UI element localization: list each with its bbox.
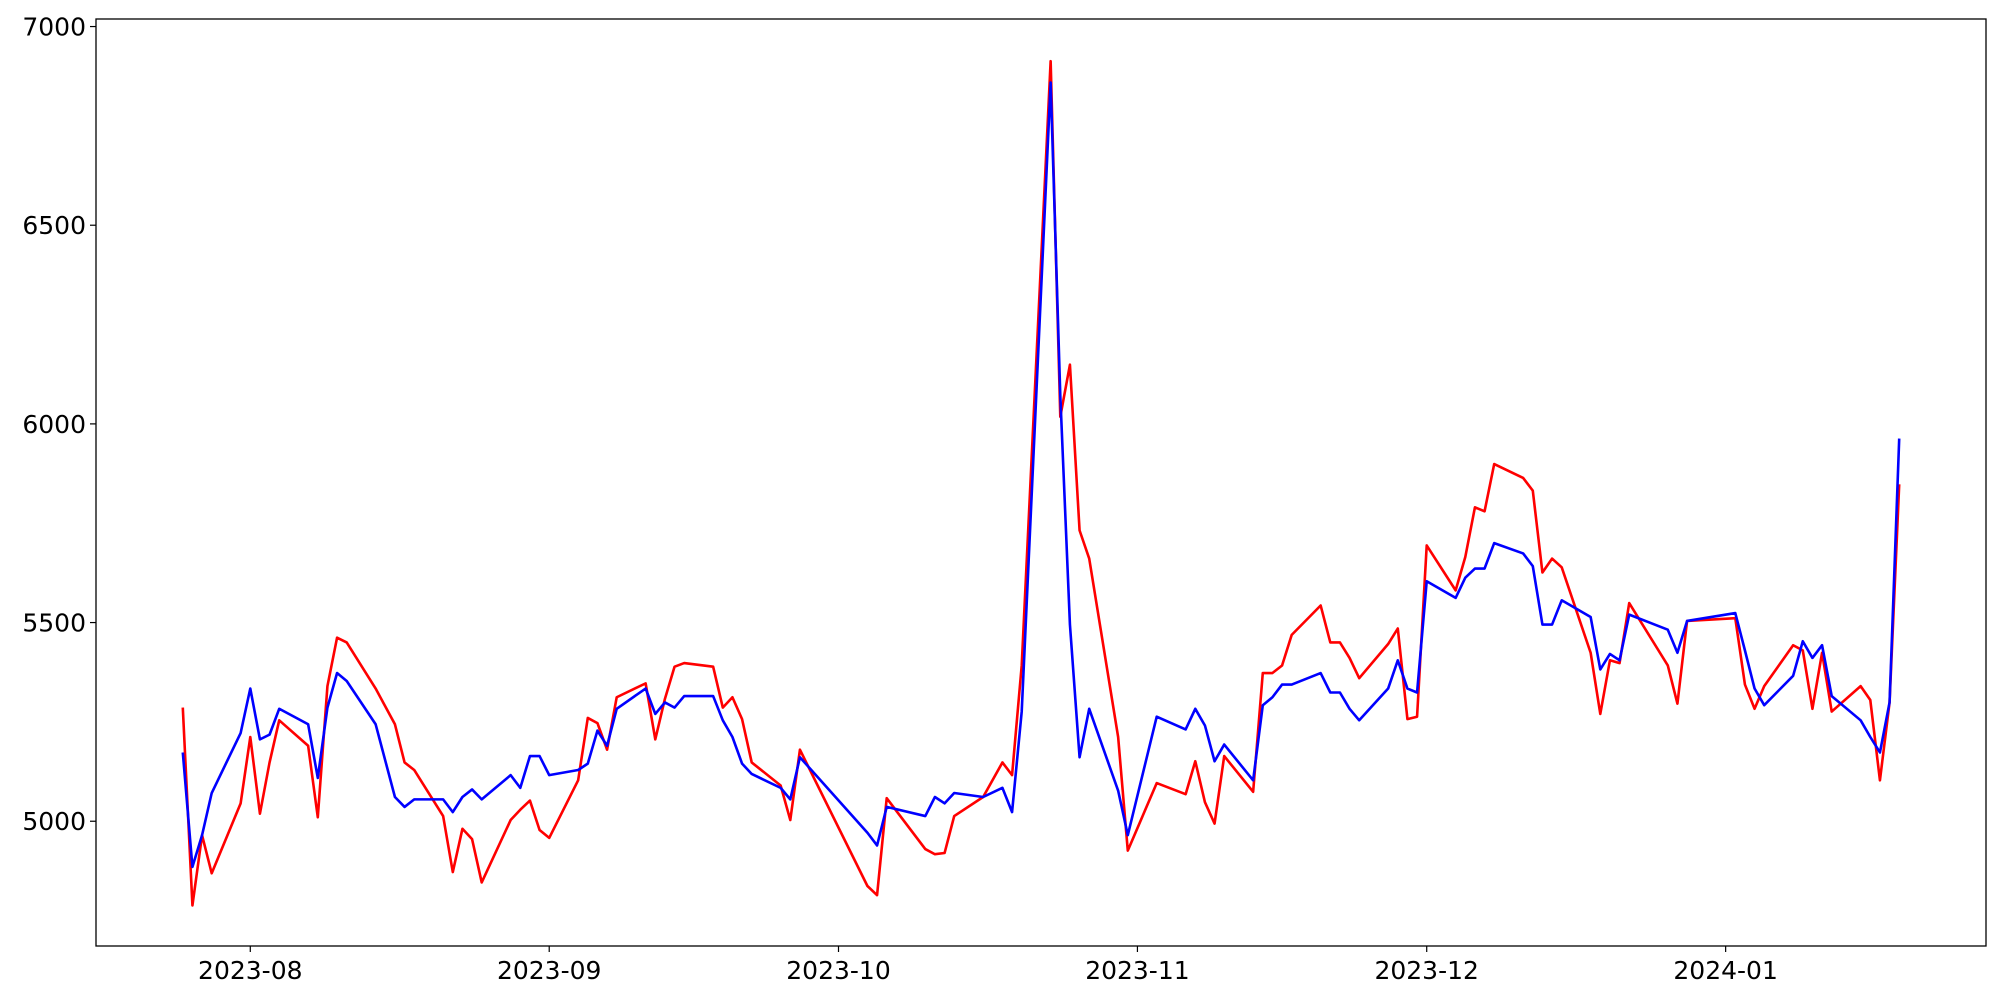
y-tick-label: 6000 bbox=[22, 410, 86, 439]
y-tick-label: 5000 bbox=[22, 807, 86, 836]
plot-frame bbox=[95, 18, 1987, 947]
y-tick-label: 5500 bbox=[22, 609, 86, 638]
series-line bbox=[181, 81, 1901, 869]
y-tick-label: 6500 bbox=[22, 211, 86, 240]
x-tick-label: 2024-01 bbox=[1673, 956, 1777, 985]
x-tick-label: 2023-10 bbox=[786, 956, 890, 985]
x-tick-label: 2023-09 bbox=[497, 956, 601, 985]
y-tick-label: 7000 bbox=[22, 13, 86, 42]
x-tick-label: 2023-08 bbox=[198, 956, 302, 985]
x-tick-label: 2023-12 bbox=[1374, 956, 1478, 985]
series-line bbox=[181, 59, 1901, 907]
x-tick-label: 2023-11 bbox=[1085, 956, 1189, 985]
